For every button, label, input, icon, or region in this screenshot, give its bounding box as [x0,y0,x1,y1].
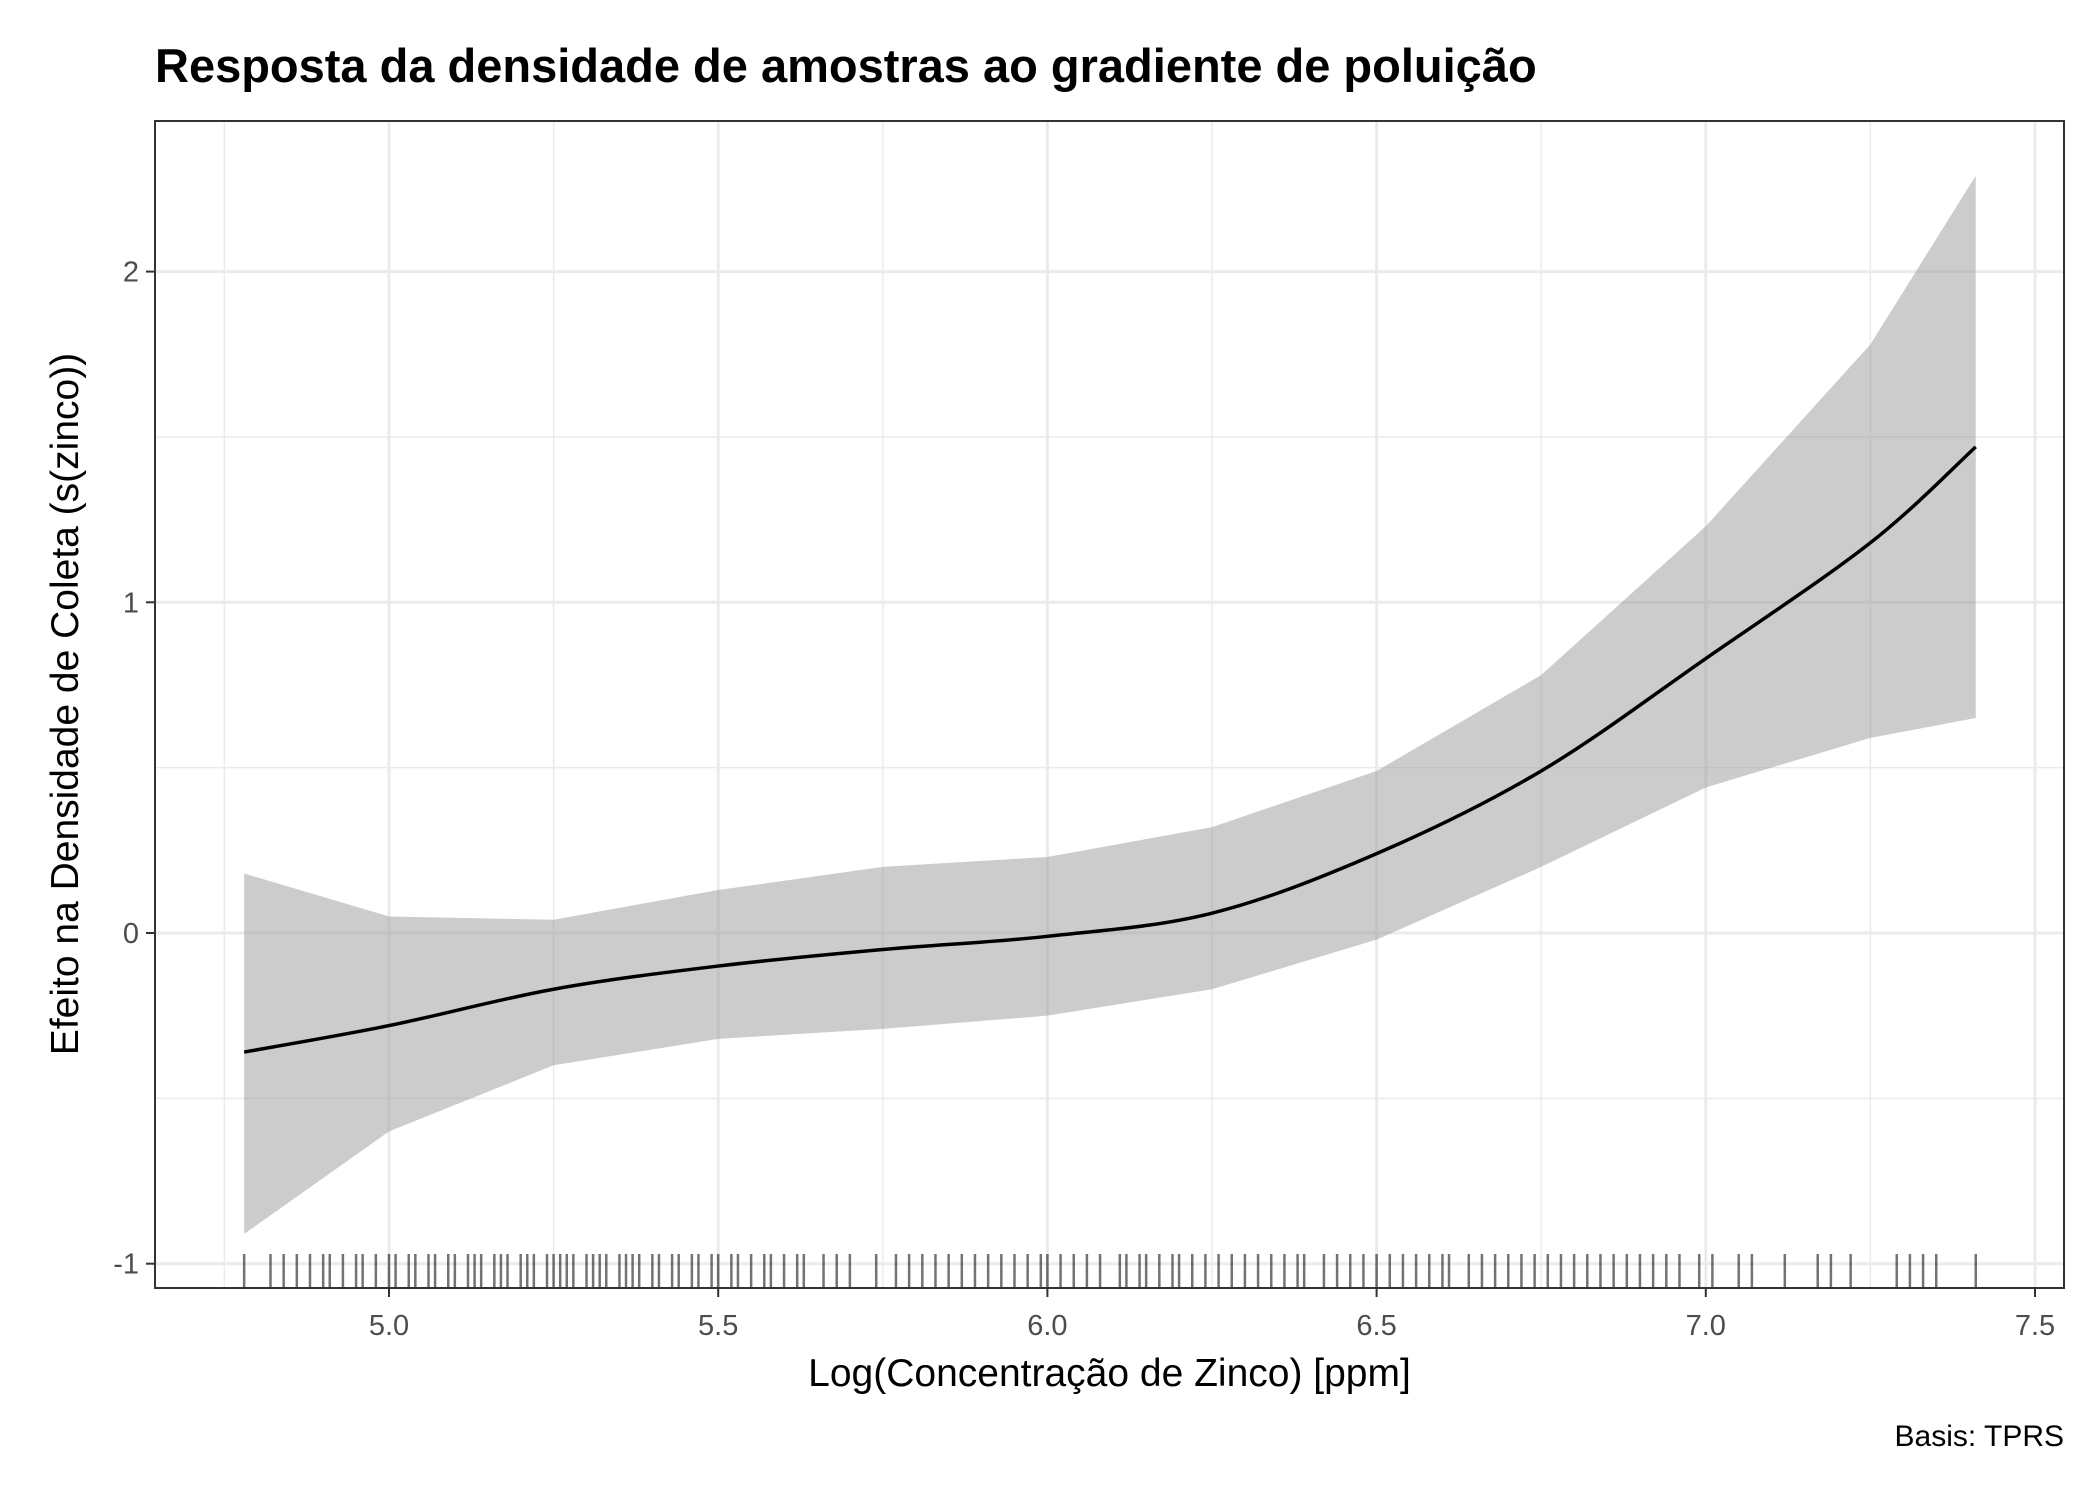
panel-border [154,120,2065,1289]
x-tick-label: 5.5 [698,1310,738,1342]
x-axis-label: Log(Concentração de Zinco) [ppm] [808,1352,1411,1395]
fit-line [243,445,1977,1054]
y-tick-label: -1 [113,1249,139,1281]
confidence-band [244,175,1976,1234]
y-tick-label: 1 [123,587,139,619]
x-tick-label: 6.5 [1356,1310,1396,1342]
y-tick-label: 0 [123,918,139,950]
x-tick-label: 6.0 [1027,1310,1067,1342]
x-tick-label: 5.0 [369,1310,409,1342]
x-tick-label: 7.5 [2015,1310,2055,1342]
chart-caption: Basis: TPRS [1894,1420,2065,1453]
x-tick-label: 7.0 [1686,1310,1726,1342]
y-tick-label: 2 [123,257,139,289]
chart-title: Resposta da densidade de amostras ao gra… [155,39,1537,92]
